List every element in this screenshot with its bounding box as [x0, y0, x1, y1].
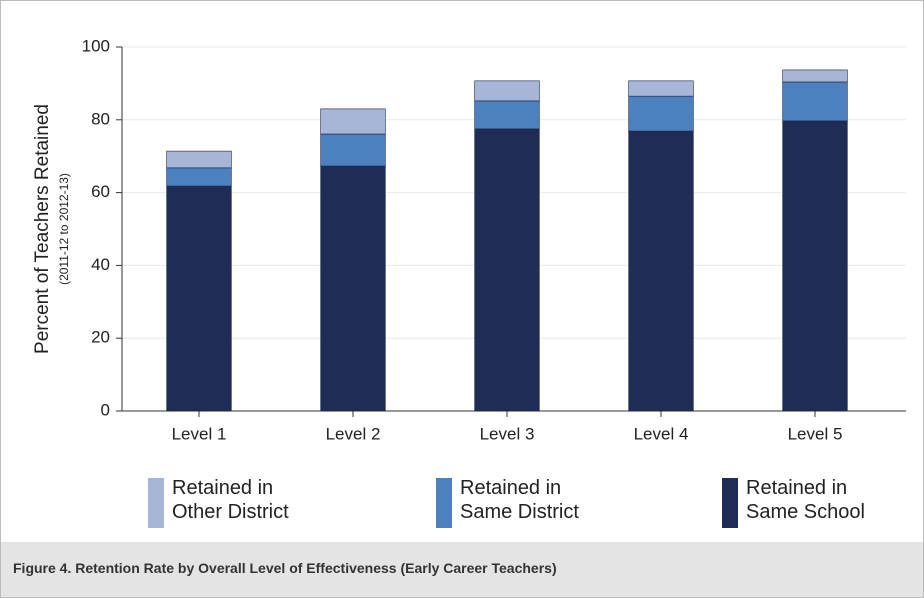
y-axis-label: Percent of Teachers Retained	[32, 104, 53, 354]
y-tick-label: 20	[91, 328, 110, 347]
y-tick-label: 80	[91, 109, 110, 128]
x-tick-label: Level 4	[634, 424, 689, 443]
bar-segment	[166, 150, 232, 169]
legend-item: Retained in Other District	[148, 476, 317, 528]
x-tick-label: Level 1	[172, 424, 227, 443]
bar-segment	[320, 165, 386, 412]
legend-label: Retained in Same School	[746, 477, 865, 523]
x-tick-label: Level 3	[480, 424, 535, 443]
bar-segment	[166, 185, 232, 412]
y-tick-label: 100	[82, 36, 110, 55]
caption: Figure 4. Retention Rate by Overall Leve…	[1, 542, 923, 597]
legend-label: Retained in Same District	[460, 477, 579, 523]
y-tick-label: 0	[101, 400, 110, 419]
bar-segment	[628, 95, 694, 132]
bar-segment	[782, 81, 848, 122]
legend-swatch	[436, 478, 452, 528]
bar-segment	[474, 100, 540, 130]
bar-segment	[166, 167, 232, 187]
bar-segment	[474, 80, 540, 102]
chart: Percent of Teachers Retained (2011-12 to…	[32, 36, 906, 443]
y-tick-label: 60	[91, 182, 110, 201]
bar-segment	[782, 69, 848, 83]
y-axis-sublabel: (2011-12 to 2012-13)	[57, 173, 71, 285]
bar-segment	[320, 108, 386, 135]
legend-label: Retained in Other District	[172, 477, 289, 523]
x-tick-label: Level 5	[788, 424, 843, 443]
bar-segment	[474, 128, 540, 412]
x-tick-label: Level 2	[326, 424, 381, 443]
legend-swatch	[148, 478, 164, 528]
bar-segment	[628, 80, 694, 97]
legend-item: Retained in Same District	[436, 476, 605, 528]
bar-segment	[320, 133, 386, 167]
bar-segment	[782, 120, 848, 412]
legend-item: Retained in Same School	[722, 476, 891, 528]
legend-swatch	[722, 478, 738, 528]
bar-segment	[628, 130, 694, 412]
y-tick-label: 40	[91, 255, 110, 274]
